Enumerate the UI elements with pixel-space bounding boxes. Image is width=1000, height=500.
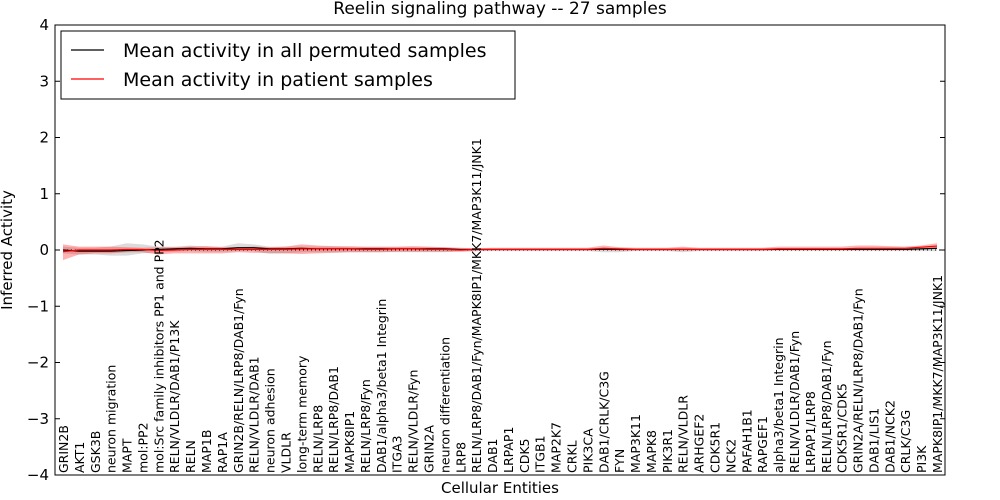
x-tick-label: mol:PP2	[135, 422, 150, 473]
x-tick-label: GRIN2A/RELN/LRP8/DAB1/Fyn	[851, 288, 866, 473]
x-tick-label: neuron adhesion	[263, 368, 278, 473]
line-patient	[62, 245, 938, 253]
legend: Mean activity in all permuted samples Me…	[60, 30, 516, 100]
y-axis: −4 −3 −2 −1 0 1 2 3 4	[27, 16, 945, 484]
x-tick-label: PIK3R1	[660, 429, 675, 473]
x-tick-label: CRLK/C3G	[898, 410, 913, 473]
x-tick-label: LRP8	[453, 442, 468, 473]
x-tick-label: MAP3K11	[628, 414, 643, 473]
y-tick-label: 4	[39, 16, 49, 34]
y-tick-label: −4	[27, 466, 49, 484]
x-tick-label: RELN/VLDLR	[676, 395, 691, 473]
x-tick-label: MAPK8IP1	[342, 411, 357, 473]
x-tick-label: PIK3CA	[580, 428, 595, 473]
band-patient	[63, 243, 937, 261]
x-tick-label: alpha3/beta1 Integrin	[771, 337, 786, 473]
x-tick-label: DAB1/CRLK/C3G	[596, 371, 611, 473]
x-tick-label: MAPK8IP1/MKK7/MAP3K11/JNK1	[930, 275, 945, 473]
x-tick-label: CRKL	[565, 440, 580, 473]
x-axis-label: Cellular Entities	[441, 479, 559, 497]
x-tick-label: RELN	[183, 440, 198, 473]
x-tick-label: ITGB1	[533, 435, 548, 473]
y-axis-label: Inferred Activity	[0, 190, 16, 310]
x-tick-label: FYN	[612, 449, 627, 473]
x-tick-label: CDK5R1	[708, 422, 723, 473]
x-tick-label: DAB1	[485, 438, 500, 473]
x-tick-label: LRPAP1/LRP8	[803, 391, 818, 473]
series-lines	[62, 245, 938, 253]
x-tick-label: MAPK8	[644, 430, 659, 473]
x-tick-label: DAB1/LIS1	[866, 408, 881, 473]
confidence-bands	[63, 243, 937, 261]
x-tick-label: LRPAP1	[501, 427, 516, 473]
x-tick-label: PAFAH1B1	[739, 409, 754, 473]
x-tick-label: RELN/VLDLR/DAB1	[247, 356, 262, 473]
x-tick-label: neuron migration	[104, 365, 119, 473]
x-tick-label: RELN/VLDLR/Fyn	[406, 370, 421, 473]
x-tick-label: RELN/LRP8/DAB1/Fyn	[819, 340, 834, 473]
x-tick-label: MAP1B	[199, 430, 214, 473]
x-tick-label: PI3K	[914, 445, 929, 473]
x-tick-label: MAP2K7	[549, 422, 564, 473]
x-tick-label: CDK5R1/CDK5	[835, 383, 850, 473]
x-tick-label: CDK5	[517, 438, 532, 473]
x-tick-label: GRIN2B	[56, 425, 71, 473]
x-tick-label: GRIN2A	[421, 425, 436, 473]
y-tick-label: 3	[39, 72, 49, 90]
x-tick-label: MAPT	[120, 438, 135, 473]
x-tick-label: long-term memory	[294, 355, 309, 473]
x-tick-label: RELN/VLDLR/DAB1/Fyn	[787, 331, 802, 473]
x-tick-label: RELN/LRP8/DAB1	[326, 366, 341, 473]
legend-label-permuted: Mean activity in all permuted samples	[123, 40, 486, 62]
y-tick-label: −2	[27, 354, 49, 372]
x-tick-label: RELN/LRP8/DAB1/Fyn/MAPK8IP1/MKK7/MAP3K11…	[469, 138, 484, 473]
legend-label-patient: Mean activity in patient samples	[123, 69, 433, 91]
y-tick-label: −3	[27, 410, 49, 428]
x-tick-label: RELN/VLDLR/DAB1/P13K	[167, 320, 182, 473]
x-tick-label: RAP1A	[215, 432, 230, 473]
x-tick-label: GRIN2B/RELN/LRP8/DAB1/Fyn	[231, 288, 246, 473]
x-tick-label: RAPGEF1	[755, 416, 770, 473]
y-tick-label: 1	[39, 185, 49, 203]
x-tick-label: ARHGEF2	[692, 414, 707, 473]
y-tick-label: −1	[27, 297, 49, 315]
x-tick-label: RELN/LRP8/Fyn	[358, 379, 373, 473]
x-tick-labels: GRIN2B AKT1 GSK3B neuron migration MAPT mol:P…	[56, 138, 945, 473]
x-tick-label: NCK2	[723, 439, 738, 473]
y-tick-label: 2	[39, 129, 49, 147]
x-tick-label: GSK3B	[88, 431, 103, 473]
y-tick-label: 0	[39, 241, 49, 259]
x-tick-label: neuron differentiation	[437, 337, 452, 473]
x-tick-label: RELN/LRP8	[310, 405, 325, 473]
x-tick-label: DAB1/NCK2	[882, 400, 897, 473]
x-tick-label: AKT1	[72, 442, 87, 473]
x-tick-label: mol:Src family inhibitors PP1 and PP2	[151, 239, 166, 473]
legend-box	[60, 30, 516, 100]
x-tick-label: ITGA3	[390, 435, 405, 473]
x-tick-label: VLDLR	[278, 432, 293, 473]
chart-title: Reelin signaling pathway -- 27 samples	[333, 0, 667, 19]
x-tick-label: DAB1/alpha3/beta1 Integrin	[374, 299, 389, 473]
